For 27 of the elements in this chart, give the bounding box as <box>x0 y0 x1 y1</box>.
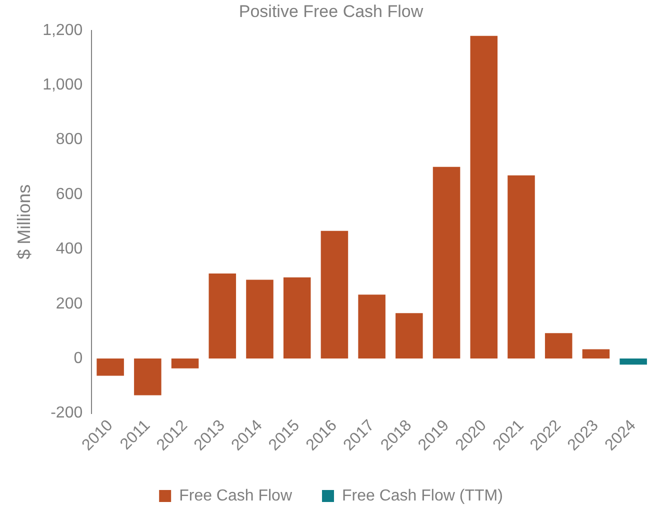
bar <box>544 333 572 359</box>
bar <box>396 313 423 359</box>
bar <box>208 274 236 359</box>
bar <box>582 349 610 359</box>
bar <box>508 175 535 359</box>
y-tick-label: 1,200 <box>42 22 83 39</box>
y-tick-label: 400 <box>56 240 83 258</box>
bar <box>283 277 311 359</box>
bar <box>134 358 162 396</box>
legend-label: Free Cash Flow <box>179 487 292 504</box>
y-tick-label: 200 <box>56 295 83 312</box>
bar <box>96 358 124 376</box>
bar <box>320 230 348 359</box>
chart-title: Positive Free Cash Flow <box>238 2 424 21</box>
y-axis-title: $ Millions <box>14 184 34 260</box>
y-tick-label: 800 <box>56 131 83 148</box>
legend-label: Free Cash Flow (TTM) <box>342 487 503 504</box>
bar <box>246 280 274 359</box>
y-tick-label: -200 <box>50 404 83 422</box>
y-tick-label: 1,000 <box>42 76 83 94</box>
y-tick-label: 0 <box>74 350 83 367</box>
bar <box>358 294 386 359</box>
bar <box>432 166 460 359</box>
y-tick-label: 600 <box>56 186 83 203</box>
bar <box>171 358 199 368</box>
bar <box>620 358 647 365</box>
bar <box>470 36 498 359</box>
